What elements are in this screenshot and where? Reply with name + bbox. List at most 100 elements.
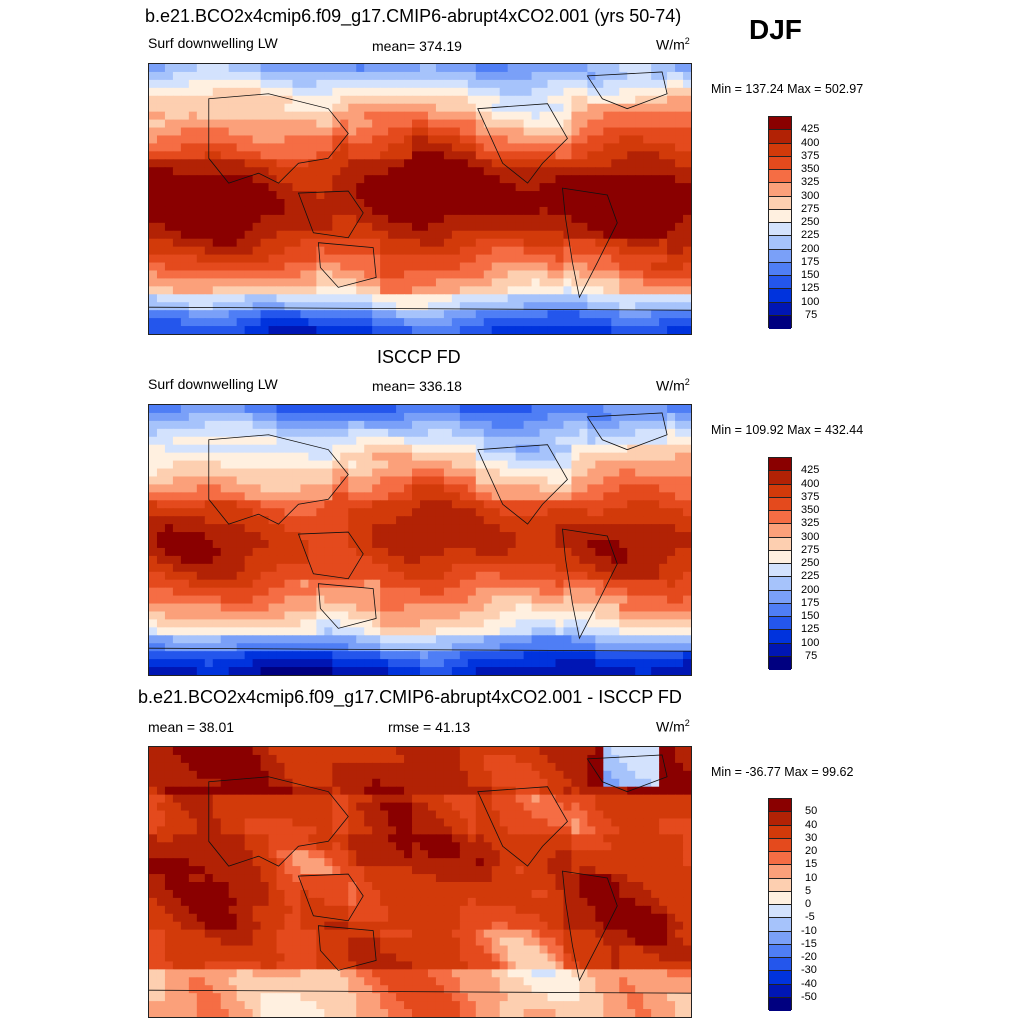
panel-3-rmse-label: rmse = 41.13 [388,719,471,735]
colorbar-swatch [769,617,791,631]
colorbar-tick-label: -20 [801,951,817,963]
colorbar-tick-label: 10 [805,871,818,884]
colorbar-tick-label: 175 [801,596,820,609]
colorbar-swatch [769,878,791,892]
colorbar-tick-label: 275 [801,202,820,215]
colorbar-tick-label: 325 [801,176,820,189]
panel-3-minmax: Min = -36.77 Max = 99.62 [711,765,854,779]
colorbar-tick-label: 375 [801,149,820,162]
colorbar-tick-label: -10 [801,924,817,937]
colorbar-swatch [769,944,791,958]
panel-1-variable-label: Surf downwelling LW [148,35,278,51]
colorbar-swatch [769,471,791,485]
colorbar-swatch [769,603,791,617]
colorbar-swatch [769,315,791,329]
colorbar-swatch [769,223,791,237]
panel-2-variable-label: Surf downwelling LW [148,376,278,392]
colorbar-tick-label: 200 [801,242,820,255]
panel-2-mean-label: mean= 336.18 [372,378,462,394]
colorbar-swatch [769,852,791,866]
colorbar-swatch [769,183,791,197]
colorbar-swatch [769,577,791,591]
colorbar-swatch [769,289,791,303]
panel-1-colorbar [768,116,792,329]
colorbar-tick-label: 200 [801,583,820,596]
colorbar-tick-label: -50 [801,990,817,1003]
colorbar-swatch [769,865,791,879]
colorbar-swatch [769,302,791,316]
colorbar-swatch [769,918,791,932]
colorbar-swatch [769,590,791,604]
panel-2-title: ISCCP FD [377,347,461,367]
colorbar-swatch [769,656,791,670]
colorbar-tick-label: 400 [801,136,820,149]
colorbar-swatch [769,799,791,813]
colorbar-tick-label: 225 [801,229,820,242]
colorbar-tick-label: 250 [801,557,820,569]
colorbar-tick-label: -40 [801,977,817,990]
colorbar-tick-label: -5 [805,911,815,924]
colorbar-tick-label: 375 [801,490,820,503]
panel-1-title: b.e21.BCO2x4cmip6.f09_g17.CMIP6-abrupt4x… [145,6,682,26]
season-label: DJF [749,14,802,45]
panel-1-minmax: Min = 137.24 Max = 502.97 [711,82,864,96]
colorbar-tick-label: 350 [801,163,820,175]
colorbar-swatch [769,156,791,170]
panel-3-title: b.e21.BCO2x4cmip6.f09_g17.CMIP6-abrupt4x… [138,687,682,707]
colorbar-swatch [769,130,791,144]
colorbar-swatch [769,511,791,525]
panel-1-map [148,63,692,335]
colorbar-tick-label: 175 [801,255,820,268]
colorbar-tick-label: 150 [801,269,820,281]
panel-3-colorbar [768,798,792,1011]
colorbar-tick-label: 75 [805,649,818,662]
colorbar-tick-label: 20 [805,845,818,857]
colorbar-tick-label: 425 [801,464,820,477]
colorbar-swatch [769,524,791,538]
colorbar-tick-label: 400 [801,477,820,490]
colorbar-tick-label: 275 [801,543,820,556]
colorbar-swatch [769,931,791,945]
colorbar-tick-label: 50 [805,805,818,818]
panel-2-minmax: Min = 109.92 Max = 432.44 [711,423,864,437]
colorbar-tick-label: 125 [801,623,820,636]
colorbar-tick-label: 325 [801,517,820,530]
colorbar-swatch [769,971,791,985]
colorbar-swatch [769,825,791,839]
colorbar-swatch [769,276,791,290]
colorbar-tick-label: 0 [805,898,812,910]
colorbar-swatch [769,891,791,905]
colorbar-swatch [769,564,791,578]
colorbar-tick-label: 15 [805,858,818,871]
colorbar-swatch [769,209,791,223]
colorbar-tick-label: 250 [801,216,820,228]
panel-3-units: W/m2 [656,718,690,735]
colorbar-swatch [769,236,791,250]
colorbar-swatch [769,905,791,919]
colorbar-tick-label: 5 [805,884,812,897]
colorbar-tick-label: 100 [801,636,820,649]
colorbar-tick-label: 300 [801,189,820,202]
colorbar-swatch [769,958,791,972]
colorbar-swatch [769,812,791,826]
panel-3-mean-label: mean = 38.01 [148,719,235,735]
colorbar-tick-label: 425 [801,123,820,136]
colorbar-tick-label: 100 [801,295,820,308]
colorbar-tick-label: 40 [805,818,818,831]
colorbar-swatch [769,117,791,131]
colorbar-swatch [769,262,791,276]
colorbar-tick-label: 150 [801,610,820,622]
panel-2-colorbar [768,457,792,670]
colorbar-tick-label: 300 [801,530,820,543]
panel-3-map [148,746,692,1018]
colorbar-tick-label: 75 [805,308,818,321]
colorbar-tick-label: -15 [801,937,817,950]
colorbar-swatch [769,170,791,184]
colorbar-swatch [769,458,791,472]
colorbar-swatch [769,497,791,511]
colorbar-swatch [769,630,791,644]
colorbar-swatch [769,196,791,210]
colorbar-tick-label: 30 [805,831,818,844]
colorbar-swatch [769,537,791,551]
panel-1-units: W/m2 [656,36,690,53]
